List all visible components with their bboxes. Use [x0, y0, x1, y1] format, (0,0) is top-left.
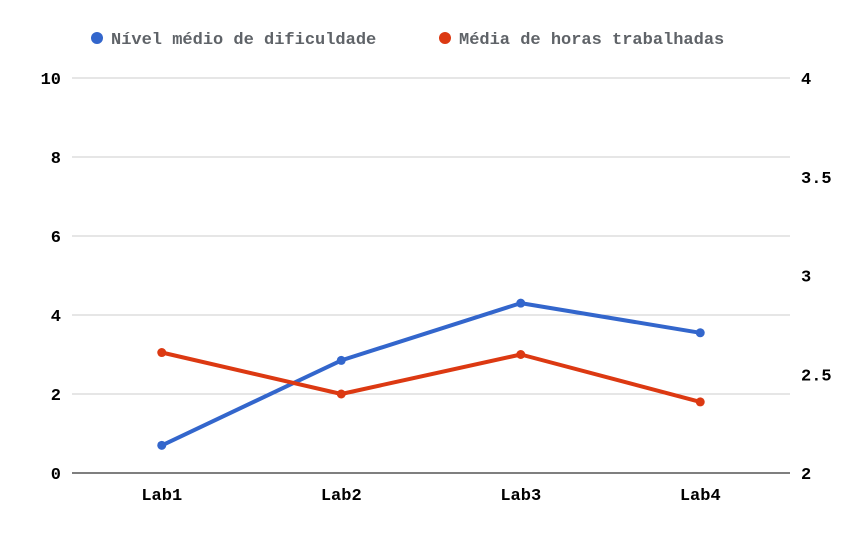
series-points — [157, 298, 705, 450]
x-axis-tick-label: Lab2 — [321, 487, 362, 506]
right-axis-tick-label: 3.5 — [801, 170, 832, 189]
series-2-point — [695, 397, 705, 407]
left-axis-tick-label: 4 — [51, 308, 61, 327]
left-axis-ticks: 0 2 4 6 8 10 — [41, 71, 61, 485]
series-1-point — [336, 355, 346, 365]
left-axis-tick-label: 10 — [41, 71, 61, 90]
series-line-2 — [159, 350, 703, 404]
legend-label-series-1: Nível médio de dificuldade — [111, 31, 376, 50]
x-axis-ticks: Lab1 Lab2 Lab3 Lab4 — [141, 487, 720, 506]
legend-label-series-2: Média de horas trabalhadas — [459, 31, 724, 50]
x-axis-tick-label: Lab1 — [141, 487, 182, 506]
left-axis-tick-label: 2 — [51, 387, 61, 406]
legend-marker-series-1 — [91, 32, 103, 44]
series-1-point — [157, 440, 167, 450]
left-axis-tick-label: 0 — [51, 466, 61, 485]
right-axis-tick-label: 3 — [801, 269, 811, 288]
series-1-point — [695, 328, 705, 338]
series-line-1 — [159, 301, 703, 448]
x-axis-tick-label: Lab3 — [500, 487, 541, 506]
legend-marker-series-2 — [439, 32, 451, 44]
x-axis-tick-label: Lab4 — [680, 487, 721, 506]
left-axis-tick-label: 8 — [51, 150, 61, 169]
right-axis-tick-label: 2.5 — [801, 367, 832, 386]
series-2-point — [516, 350, 526, 359]
right-axis-tick-label: 4 — [801, 71, 811, 90]
left-axis-tick-label: 6 — [51, 229, 61, 248]
gridlines — [72, 77, 790, 474]
series-2-point — [157, 348, 167, 358]
series-2-point — [336, 389, 346, 399]
right-axis-tick-label: 2 — [801, 466, 811, 485]
series-lines — [159, 301, 703, 448]
series-1-point — [516, 298, 526, 308]
right-axis-ticks: 2 2.5 3 3.5 4 — [801, 71, 832, 485]
legend: Nível médio de dificuldade Média de hora… — [91, 31, 724, 50]
